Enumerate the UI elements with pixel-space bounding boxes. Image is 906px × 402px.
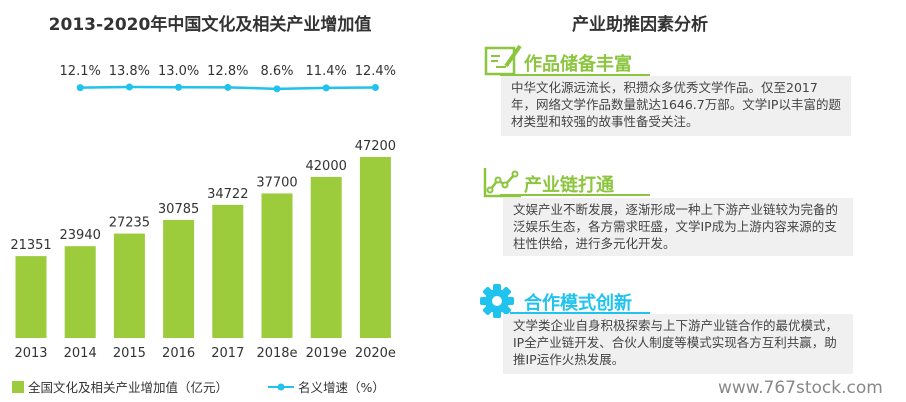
- bar: [113, 233, 145, 338]
- growth-label: 8.6%: [260, 64, 293, 79]
- watermark: www.767stock.com: [718, 378, 883, 398]
- growth-point: [273, 85, 281, 93]
- legend-line-label: 名义增速（%）: [298, 380, 385, 395]
- legend-line-swatch: [268, 383, 294, 390]
- bar: [163, 219, 195, 338]
- bar: [310, 176, 342, 338]
- growth-point: [125, 83, 133, 91]
- growth-label: 13.8%: [109, 64, 150, 79]
- bar: [212, 204, 244, 338]
- right-title: 产业助推因素分析: [572, 15, 708, 35]
- growth-point: [76, 84, 84, 92]
- legend-bar: 全国文化及相关产业增加值（亿元）: [12, 377, 228, 396]
- bar: [15, 256, 47, 338]
- bar-value-label: 30785: [158, 202, 199, 217]
- bar: [64, 246, 96, 338]
- growth-point: [371, 83, 379, 91]
- section-heading-1: 作品储备丰富: [524, 54, 632, 75]
- bar-value-label: 27235: [109, 216, 150, 231]
- growth-label: 12.8%: [207, 64, 248, 79]
- growth-label: 12.4%: [355, 64, 396, 79]
- bar-value-label: 37700: [256, 175, 297, 190]
- x-tick-label: 2017: [211, 346, 244, 361]
- section-heading-2: 产业链打通: [524, 175, 614, 196]
- bar-value-label: 47200: [355, 139, 396, 154]
- legend-bar-swatch: [12, 380, 24, 393]
- section-heading-3: 合作模式创新: [524, 293, 632, 314]
- line-chart-icon: [483, 168, 521, 198]
- bar: [261, 193, 293, 338]
- x-tick-label: 2020e: [355, 346, 396, 361]
- pencil-note-icon: [484, 44, 522, 76]
- x-tick-label: 2019e: [306, 346, 347, 361]
- growth-label: 11.4%: [306, 64, 347, 79]
- section-text-2: 文娱产业不断发展，逐渐形成一种上下游产业链较为完备的泛娱乐生态，各方需求旺盛，文…: [503, 198, 853, 256]
- growth-point: [175, 83, 183, 91]
- x-tick-label: 2016: [162, 346, 195, 361]
- section-text-1: 中华文化源远流长，积攒众多优秀文学作品。仅至2017年，网络文学作品数量就达16…: [501, 76, 851, 136]
- bar-value-label: 21351: [10, 238, 51, 253]
- growth-label: 13.0%: [158, 64, 199, 79]
- bar-value-label: 42000: [306, 159, 347, 174]
- growth-point: [322, 84, 330, 92]
- x-tick-label: 2014: [64, 346, 97, 361]
- bar-value-label: 23940: [60, 228, 101, 243]
- section-text-3: 文学类企业自身积极探索与上下游产业链合作的最优模式，IP全产业链开发、合伙人制度…: [503, 314, 853, 374]
- section-divider: [500, 74, 650, 76]
- chart-title: 2013-2020年中国文化及相关产业增加值: [48, 15, 372, 35]
- growth-point: [224, 83, 232, 91]
- growth-label: 12.1%: [60, 64, 101, 79]
- legend-bar-label: 全国文化及相关产业增加值（亿元）: [28, 380, 229, 395]
- x-tick-label: 2013: [14, 346, 47, 361]
- bar: [359, 157, 391, 338]
- chart-area: 21351 2013 23940 2014 27235 2015 30785 2016 3472…: [10, 64, 396, 361]
- x-tick-label: 2018e: [256, 346, 297, 361]
- legend-line: 名义增速（%）: [268, 377, 385, 396]
- section-divider: [510, 312, 650, 314]
- section-divider: [500, 194, 650, 196]
- x-tick-label: 2015: [113, 346, 146, 361]
- bar-value-label: 34722: [207, 187, 248, 202]
- gear-icon: [480, 284, 514, 318]
